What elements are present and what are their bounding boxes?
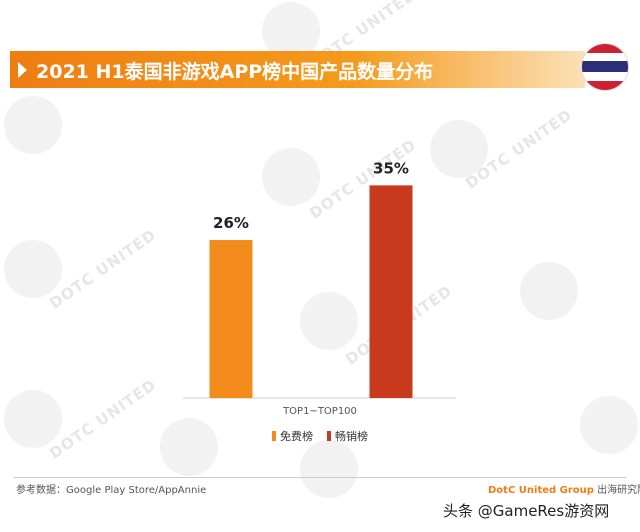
legend-swatch (327, 431, 331, 441)
legend-item-grossing: 畅销榜 (327, 428, 368, 444)
legend-item-free: 免费榜 (272, 428, 313, 444)
chart-legend: 免费榜 畅销榜 (272, 428, 368, 444)
legend-swatch (272, 431, 276, 441)
bar-value-label: 35% (373, 159, 409, 177)
x-tick-label: TOP1~TOP100 (282, 406, 357, 417)
legend-label: 畅销榜 (335, 428, 368, 444)
footer-divider (14, 477, 626, 478)
credit-watermark: 头条 @GameRes游资网 (443, 500, 609, 521)
bar-free (210, 240, 253, 398)
legend-label: 免费榜 (280, 428, 313, 444)
brand-suffix: 出海研究院 (594, 485, 640, 496)
bar-value-label: 26% (213, 214, 249, 232)
brand-note: DotC United Group 出海研究院 (488, 481, 640, 496)
brand-name: DotC United Group (488, 485, 594, 496)
data-source-note: 参考数据：Google Play Store/AppAnnie (16, 481, 206, 496)
bar-grossing (370, 185, 413, 398)
